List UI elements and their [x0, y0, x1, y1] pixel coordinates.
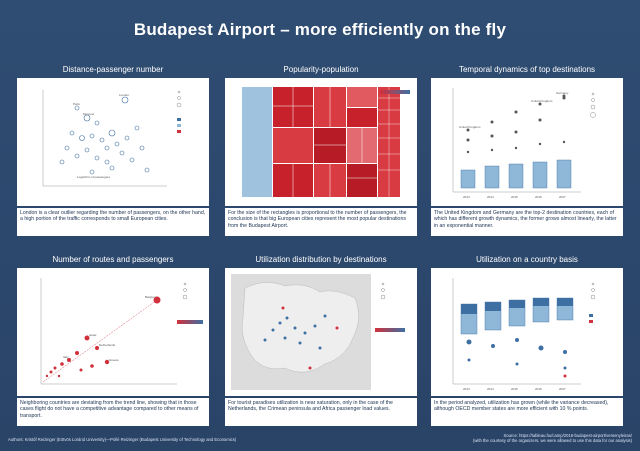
- svg-text:Moscow: Moscow: [83, 112, 95, 116]
- svg-text:Logarithm of passengers: Logarithm of passengers: [77, 175, 111, 179]
- temporal-svg: United Kingdom United Kingdom Germany 2013…: [452, 88, 596, 199]
- panel-caption: The United Kingdom and Germany are the t…: [431, 208, 623, 236]
- map-chart: [225, 268, 417, 396]
- svg-text:Italy: Italy: [63, 355, 69, 359]
- svg-text:2015: 2015: [511, 195, 518, 199]
- panel-title: Number of routes and passengers: [52, 255, 174, 264]
- panel-utilization-country: Utilization on a country basis: [431, 254, 623, 426]
- panel-distance-passenger: Distance-passenger number London Pari: [17, 64, 209, 236]
- panel-utilization-destinations: Utilization distribution by destinations: [225, 254, 417, 426]
- panel-temporal-dynamics: Temporal dynamics of top destinations: [431, 64, 623, 236]
- svg-text:2016: 2016: [535, 387, 542, 391]
- panel-title: Distance-passenger number: [62, 65, 164, 74]
- footer-source: Source: https://tableau.hu/camp/2016-bud…: [402, 433, 632, 443]
- scatter-chart-distance: London Paris Moscow Logarithm of passenger…: [17, 78, 209, 206]
- poster-title: Budapest Airport – more efficiently on t…: [133, 20, 507, 39]
- svg-text:2013: 2013: [463, 387, 470, 391]
- footer-authors: Authors: Kristóf Reizinger (Eötvös Lorán…: [8, 437, 237, 442]
- svg-text:2014: 2014: [487, 195, 494, 199]
- footer-note: (with the courtesy of the organizers, we…: [473, 438, 632, 443]
- svg-text:Netherlands: Netherlands: [99, 343, 116, 347]
- treemap-svg: [241, 86, 410, 198]
- map-svg: [231, 274, 405, 390]
- svg-text:Germany: Germany: [556, 91, 569, 95]
- svg-text:2017: 2017: [559, 387, 566, 391]
- svg-text:2014: 2014: [487, 387, 494, 391]
- svg-text:2017: 2017: [559, 195, 566, 199]
- panel-title: Utilization on a country basis: [476, 255, 578, 264]
- panel-title: Temporal dynamics of top destinations: [458, 65, 596, 74]
- panel-title: Utilization distribution by destinations: [255, 255, 387, 264]
- panel-caption: In the period analyzed, utilization has …: [431, 398, 623, 426]
- footer-source-link[interactable]: Source: https://tableau.hu/camp/2016-bud…: [503, 433, 633, 438]
- panel-caption: London is a clear outlier regarding the …: [17, 208, 209, 236]
- svg-text:2015: 2015: [511, 387, 518, 391]
- svg-text:London: London: [119, 93, 129, 97]
- panel-popularity-population: Popularity-population: [225, 64, 417, 236]
- svg-text:Israel: Israel: [89, 333, 97, 337]
- panel-routes-passengers: Number of routes and passengers Belgium I…: [17, 254, 209, 426]
- svg-text:Paris: Paris: [73, 102, 80, 106]
- utilization-svg: 2013 2014 2015 2016 2017: [452, 278, 596, 391]
- panel-caption: For the size of the rectangles is propor…: [225, 208, 417, 236]
- routes-svg: Belgium Israel Netherlands Italy Greece: [40, 278, 203, 385]
- svg-text:2013: 2013: [463, 195, 470, 199]
- svg-text:United Kingdom: United Kingdom: [459, 125, 481, 129]
- panel-caption: For tourist paradises utilization is nea…: [225, 398, 417, 426]
- scatter-svg: London Paris Moscow Logarithm of passenger…: [42, 90, 182, 187]
- svg-text:United Kingdom: United Kingdom: [531, 99, 553, 103]
- boxplot-utilization: 2013 2014 2015 2016 2017: [431, 268, 623, 396]
- panel-title: Popularity-population: [283, 65, 359, 74]
- scatter-chart-routes: Belgium Israel Netherlands Italy Greece: [17, 268, 209, 396]
- svg-text:2016: 2016: [535, 195, 542, 199]
- svg-text:Greece: Greece: [109, 358, 119, 362]
- treemap-chart: [225, 78, 417, 206]
- svg-text:Belgium: Belgium: [145, 295, 156, 299]
- boxplot-temporal: United Kingdom United Kingdom Germany 2013…: [431, 78, 623, 206]
- panel-caption: Neighboring countries are deviating from…: [17, 398, 209, 426]
